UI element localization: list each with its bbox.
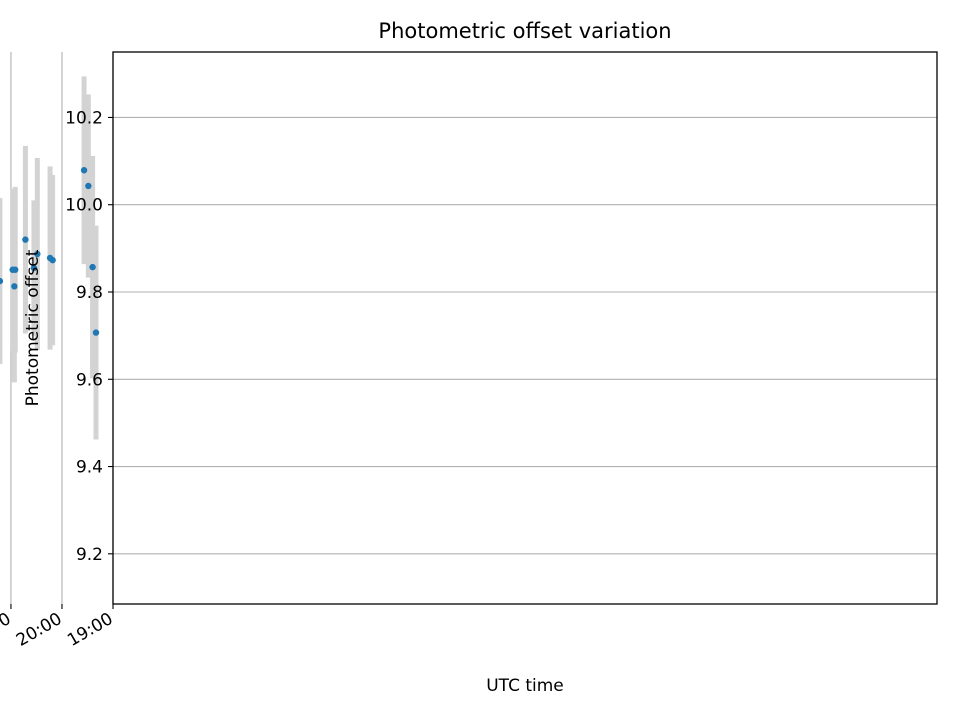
y-tick-label: 9.2 <box>76 545 103 565</box>
data-point <box>89 263 96 271</box>
y-tick-label: 9.6 <box>76 370 103 390</box>
chart-title: Photometric offset variation <box>378 19 671 43</box>
y-tick-label: 10.2 <box>65 108 103 128</box>
data-point <box>22 236 29 243</box>
data-point <box>11 283 18 290</box>
data-point <box>0 277 4 285</box>
grid <box>10 52 937 604</box>
data-point <box>80 167 88 174</box>
data-point <box>9 266 16 273</box>
x-axis-label: UTC time <box>486 676 564 696</box>
data-point <box>34 250 41 258</box>
y-axis: 9.2 9.4 9.6 9.8 10.0 10.2 <box>65 108 113 565</box>
y-axis-label: Photometric offset <box>23 249 43 406</box>
y-tick-label: 9.8 <box>76 283 103 303</box>
data-points <box>0 167 100 336</box>
data-point <box>92 329 100 336</box>
plot-frame <box>112 51 938 605</box>
data-point <box>30 264 38 272</box>
y-tick-label: 9.4 <box>76 458 103 478</box>
y-tick-label: 10.0 <box>65 196 103 216</box>
data-point <box>46 254 54 262</box>
data-point <box>85 182 92 190</box>
